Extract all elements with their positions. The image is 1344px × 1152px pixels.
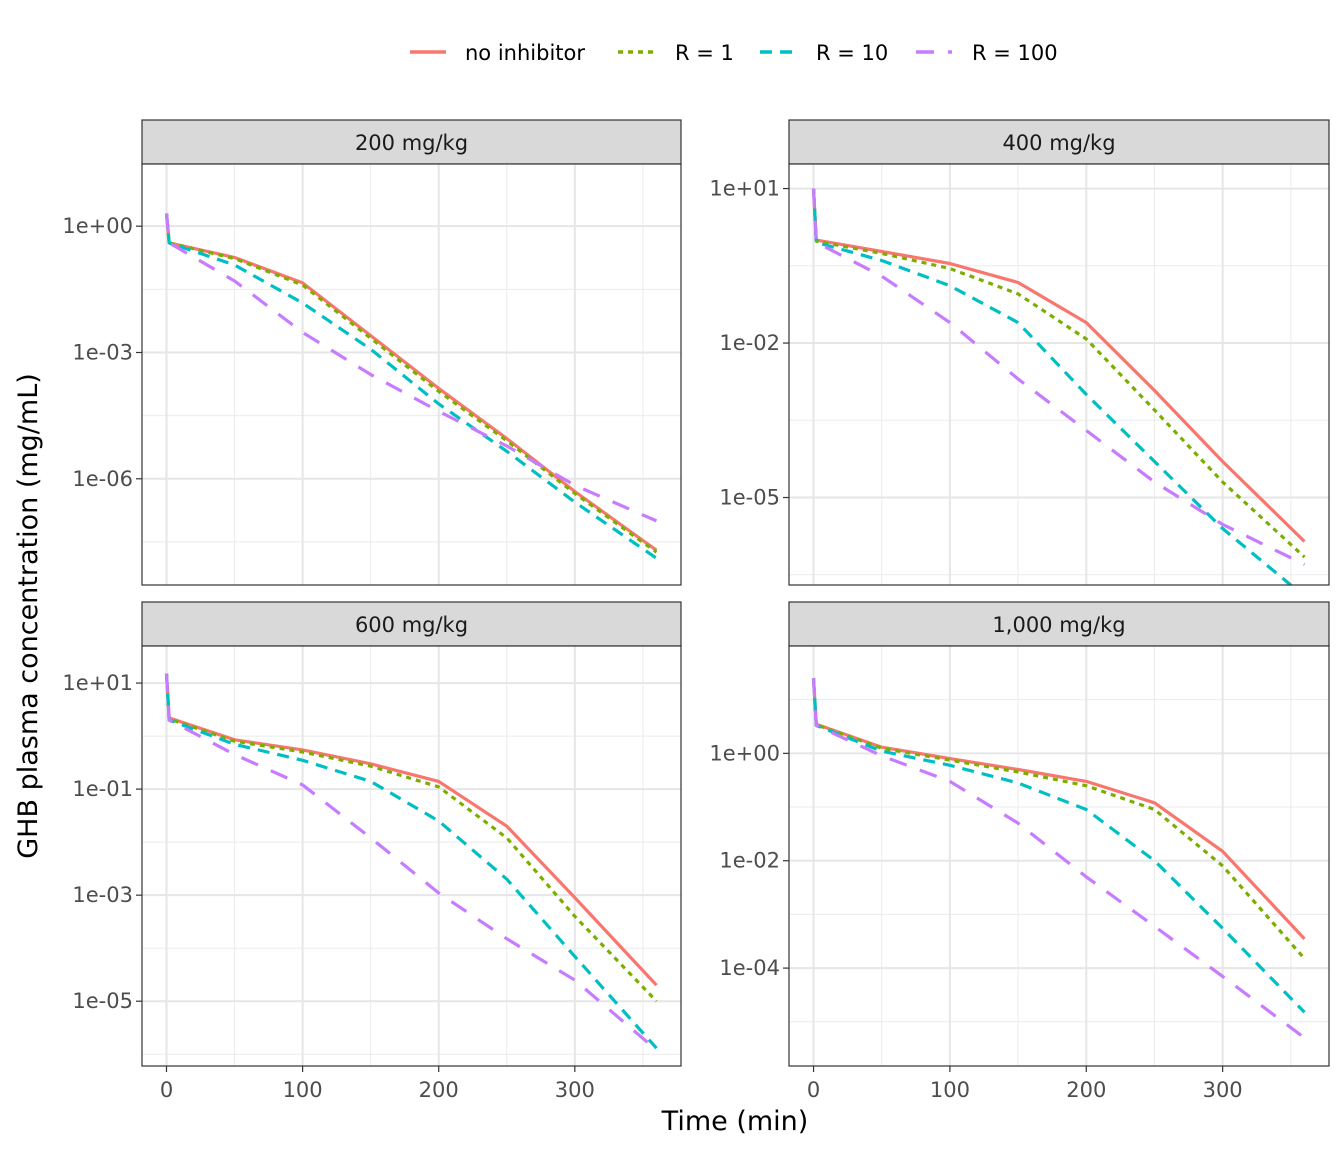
series-line-0 bbox=[811, 678, 1306, 940]
panel-border bbox=[141, 163, 682, 586]
panel-strip bbox=[788, 601, 1330, 647]
panel-title: 200 mg/kg bbox=[355, 131, 468, 155]
series-line-1 bbox=[164, 213, 658, 554]
legend-label-0: no inhibitor bbox=[465, 41, 585, 65]
y-tick-label: 1e+00 bbox=[62, 214, 133, 238]
panel-1: 400 mg/kg 1e+01 1e-02 1e-05 bbox=[709, 119, 1330, 586]
x-tick-label: 200 bbox=[1066, 1078, 1106, 1102]
y-tick-label: 1e-06 bbox=[72, 467, 133, 491]
y-tick-label: 1e+00 bbox=[709, 741, 780, 765]
plot-background bbox=[789, 164, 1329, 585]
plot-background bbox=[142, 164, 681, 585]
y-axis-title: GHB plasma concentration (mg/mL) bbox=[13, 373, 44, 859]
x-tick-label: 0 bbox=[807, 1078, 820, 1102]
y-tick-label: 1e+01 bbox=[709, 177, 780, 201]
y-tick-label: 1e-04 bbox=[719, 956, 780, 980]
panel-border bbox=[141, 645, 682, 1067]
series-line-3 bbox=[164, 213, 658, 523]
panel-strip bbox=[788, 119, 1330, 165]
series-line-3 bbox=[811, 678, 1306, 1040]
y-tick-label: 1e-05 bbox=[719, 486, 780, 510]
panel-title: 1,000 mg/kg bbox=[992, 613, 1125, 637]
series-line-2 bbox=[164, 213, 658, 560]
panel-2: 600 mg/kg 1e+01 1e-01 1e-03 1e-05 0 100 200 300 bbox=[62, 601, 682, 1102]
plot-background bbox=[142, 646, 681, 1066]
panel-title: 400 mg/kg bbox=[1002, 131, 1115, 155]
y-tick-label: 1e-03 bbox=[72, 340, 133, 364]
panel-border bbox=[788, 645, 1330, 1067]
panel-border bbox=[788, 163, 1330, 586]
y-tick-label: 1e-02 bbox=[719, 849, 780, 873]
x-tick-label: 100 bbox=[283, 1078, 323, 1102]
series-line-2 bbox=[164, 673, 658, 1050]
panel-strip bbox=[141, 601, 682, 647]
legend-label-1: R = 1 bbox=[675, 41, 734, 65]
legend-label-2: R = 10 bbox=[816, 41, 888, 65]
series-line-3 bbox=[164, 673, 658, 1052]
panel-title: 600 mg/kg bbox=[355, 613, 468, 637]
x-tick-label: 100 bbox=[930, 1078, 970, 1102]
x-tick-label: 200 bbox=[419, 1078, 459, 1102]
x-tick-label: 300 bbox=[1203, 1078, 1243, 1102]
y-tick-label: 1e-02 bbox=[719, 331, 780, 355]
y-tick-label: 1e+01 bbox=[62, 671, 133, 695]
panel-0: 200 mg/kg 1e+00 1e-03 1e-06 bbox=[62, 119, 682, 586]
panel-3: 1,000 mg/kg 1e+00 1e-02 1e-04 0 100 200 300 bbox=[709, 601, 1330, 1102]
x-axis-title: Time (min) bbox=[661, 1106, 809, 1137]
series-line-1 bbox=[811, 678, 1306, 960]
x-tick-label: 0 bbox=[160, 1078, 173, 1102]
series-line-3 bbox=[811, 188, 1306, 566]
series-line-1 bbox=[164, 673, 658, 1003]
y-tick-label: 1e-01 bbox=[72, 777, 133, 801]
series-line-0 bbox=[164, 673, 658, 987]
y-tick-label: 1e-03 bbox=[72, 883, 133, 907]
series-line-1 bbox=[811, 188, 1306, 559]
panel-strip bbox=[141, 119, 682, 165]
legend: no inhibitor R = 1 R = 10 R = 100 bbox=[410, 41, 1058, 65]
series-line-2 bbox=[811, 188, 1294, 585]
legend-label-3: R = 100 bbox=[972, 41, 1058, 65]
y-tick-label: 1e-05 bbox=[72, 989, 133, 1013]
facet-panels: 200 mg/kg 1e+00 1e-03 1e-06 400 mg/kg 1e+01 1e… bbox=[62, 119, 1330, 1102]
x-tick-label: 300 bbox=[555, 1078, 595, 1102]
